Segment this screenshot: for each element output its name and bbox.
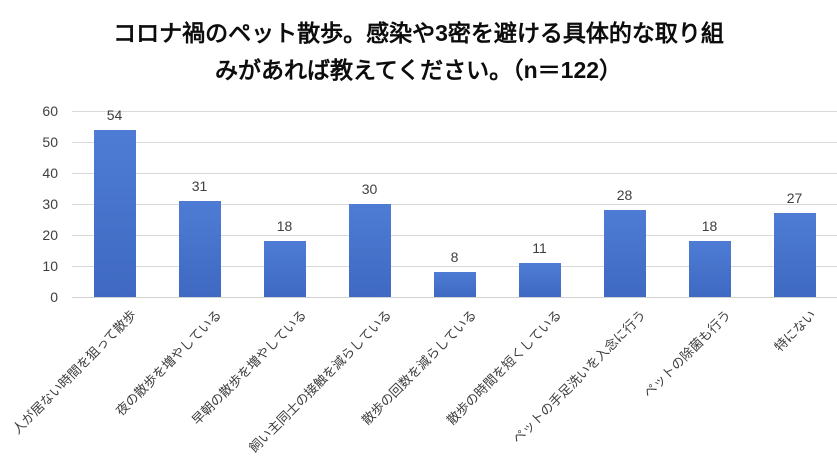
y-tick-label-30: 30 (42, 196, 58, 212)
gridline-60 (72, 111, 837, 112)
y-tick-label-40: 40 (42, 165, 58, 181)
chart-title-line-1: コロナ禍のペット散歩。感染や3密を避ける具体的な取り組 (113, 20, 724, 46)
bar-value-label-2: 18 (276, 218, 293, 235)
bar-value-label-0: 54 (106, 106, 123, 123)
bar-6 (603, 210, 646, 297)
y-tick-label-60: 60 (42, 103, 58, 119)
gridline-10 (72, 266, 837, 267)
bar-0 (93, 129, 136, 297)
gridline-50 (72, 142, 837, 143)
x-axis-labels: 人が居ない時間を狙って散歩 夜の散歩を増やしている 早朝の散歩を増やしている 飼い主同… (0, 305, 837, 468)
bar-3 (348, 204, 391, 297)
category-label-0: 人が居ない時間を狙って散歩 (9, 307, 140, 437)
bar-5 (518, 262, 561, 297)
chart-title: コロナ禍のペット散歩。感染や3密を避ける具体的な取り組 みがあれば教えてください… (0, 15, 837, 89)
bar-2 (263, 241, 306, 297)
category-label-3: 飼い主同士の接触を減らしている (246, 307, 395, 456)
chart-title-line-2: みがあれば教えてください。（n＝122） (214, 57, 623, 83)
gridline-40 (72, 173, 837, 174)
bar-8 (773, 213, 816, 297)
gridline-30 (72, 204, 837, 205)
bar-value-label-4: 8 (450, 249, 459, 266)
bar-4 (433, 272, 476, 297)
y-tick-label-0: 0 (50, 289, 58, 305)
bar-1 (178, 200, 221, 297)
plot-area: 54 31 18 30 8 11 28 18 27 (72, 107, 837, 298)
category-label-8: 特にない (771, 307, 820, 355)
gridline-20 (72, 235, 837, 236)
y-axis: 0 10 20 30 40 50 60 (0, 103, 58, 305)
bar-value-label-7: 18 (701, 218, 718, 235)
y-tick-label-50: 50 (42, 134, 58, 150)
bar-value-label-6: 28 (616, 187, 633, 204)
y-tick-label-10: 10 (42, 258, 58, 274)
bar-value-label-8: 27 (786, 190, 803, 207)
bar-value-label-5: 11 (532, 239, 547, 256)
bar-value-label-1: 31 (191, 177, 208, 194)
bar-value-label-3: 30 (361, 181, 378, 197)
gridline-0 (72, 297, 837, 298)
bar-7 (688, 241, 731, 297)
category-label-7: ペットの除菌も行う (640, 307, 735, 401)
y-tick-label-20: 20 (42, 227, 58, 243)
